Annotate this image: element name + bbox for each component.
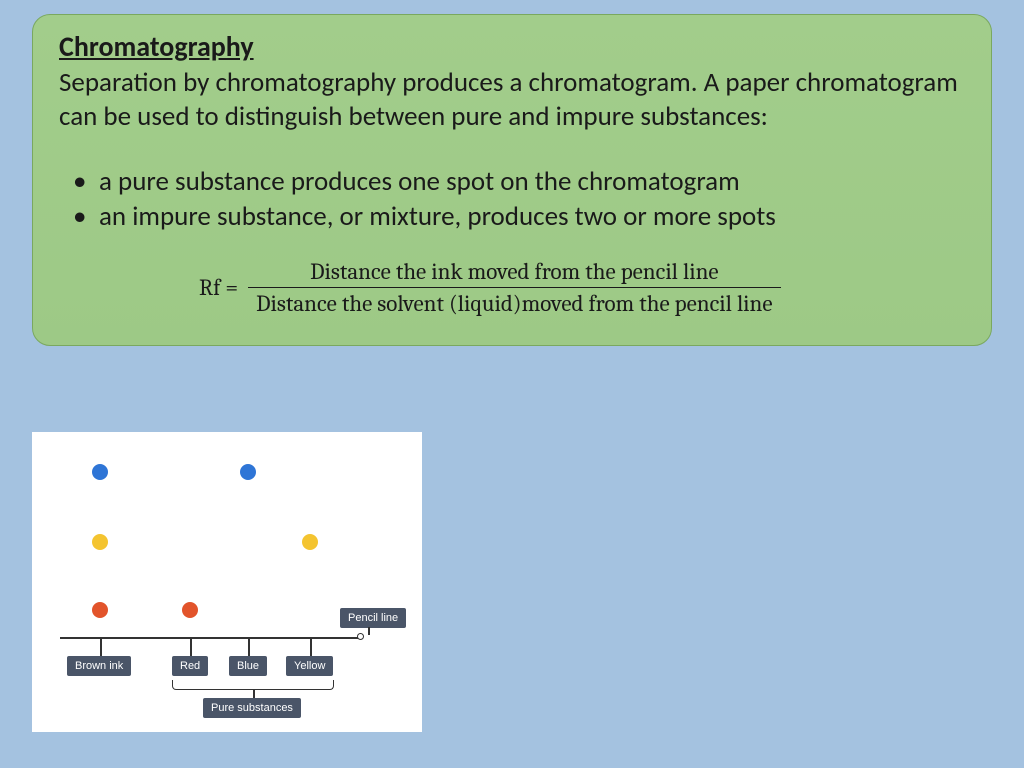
red-dot xyxy=(182,602,198,618)
pencil-line-pointer xyxy=(368,627,370,635)
chromatogram-diagram: Pencil line Brown ink Red Blue Yellow Pure su… xyxy=(32,432,422,732)
blue-label: Blue xyxy=(229,656,267,676)
brown-ink-label: Brown ink xyxy=(67,656,131,676)
blue-dot xyxy=(240,464,256,480)
yellow-dot xyxy=(302,534,318,550)
red-label-pointer xyxy=(190,639,192,656)
pencil-line-pointer-dot xyxy=(357,633,364,640)
formula-fraction: Distance the ink moved from the pencil l… xyxy=(248,258,780,317)
bullet-item: a pure substance produces one spot on th… xyxy=(59,164,965,199)
formula-lhs: Rf = xyxy=(199,274,238,301)
intro-text: Separation by chromatography produces a … xyxy=(59,66,965,134)
formula-denominator: Distance the solvent (liquid)moved from … xyxy=(248,287,780,317)
red-label: Red xyxy=(172,656,208,676)
pencil-line xyxy=(60,637,362,639)
title: Chromatography xyxy=(59,29,965,64)
yellow-label-pointer xyxy=(310,639,312,656)
pure-substances-brace xyxy=(172,680,334,690)
formula-numerator: Distance the ink moved from the pencil l… xyxy=(302,258,726,287)
bullet-list: a pure substance produces one spot on th… xyxy=(59,164,965,234)
info-box: Chromatography Separation by chromatogra… xyxy=(32,14,992,346)
pure-substances-brace-tail xyxy=(253,690,255,698)
blue-label-pointer xyxy=(248,639,250,656)
brown-blue-dot xyxy=(92,464,108,480)
pencil-line-label: Pencil line xyxy=(340,608,406,628)
brown-ink-label-pointer xyxy=(100,639,102,656)
bullet-item: an impure substance, or mixture, produce… xyxy=(59,199,965,234)
brown-red-dot xyxy=(92,602,108,618)
rf-formula: Rf = Distance the ink moved from the pen… xyxy=(59,258,965,317)
yellow-label: Yellow xyxy=(286,656,333,676)
pure-substances-label: Pure substances xyxy=(203,698,301,718)
brown-yellow-dot xyxy=(92,534,108,550)
